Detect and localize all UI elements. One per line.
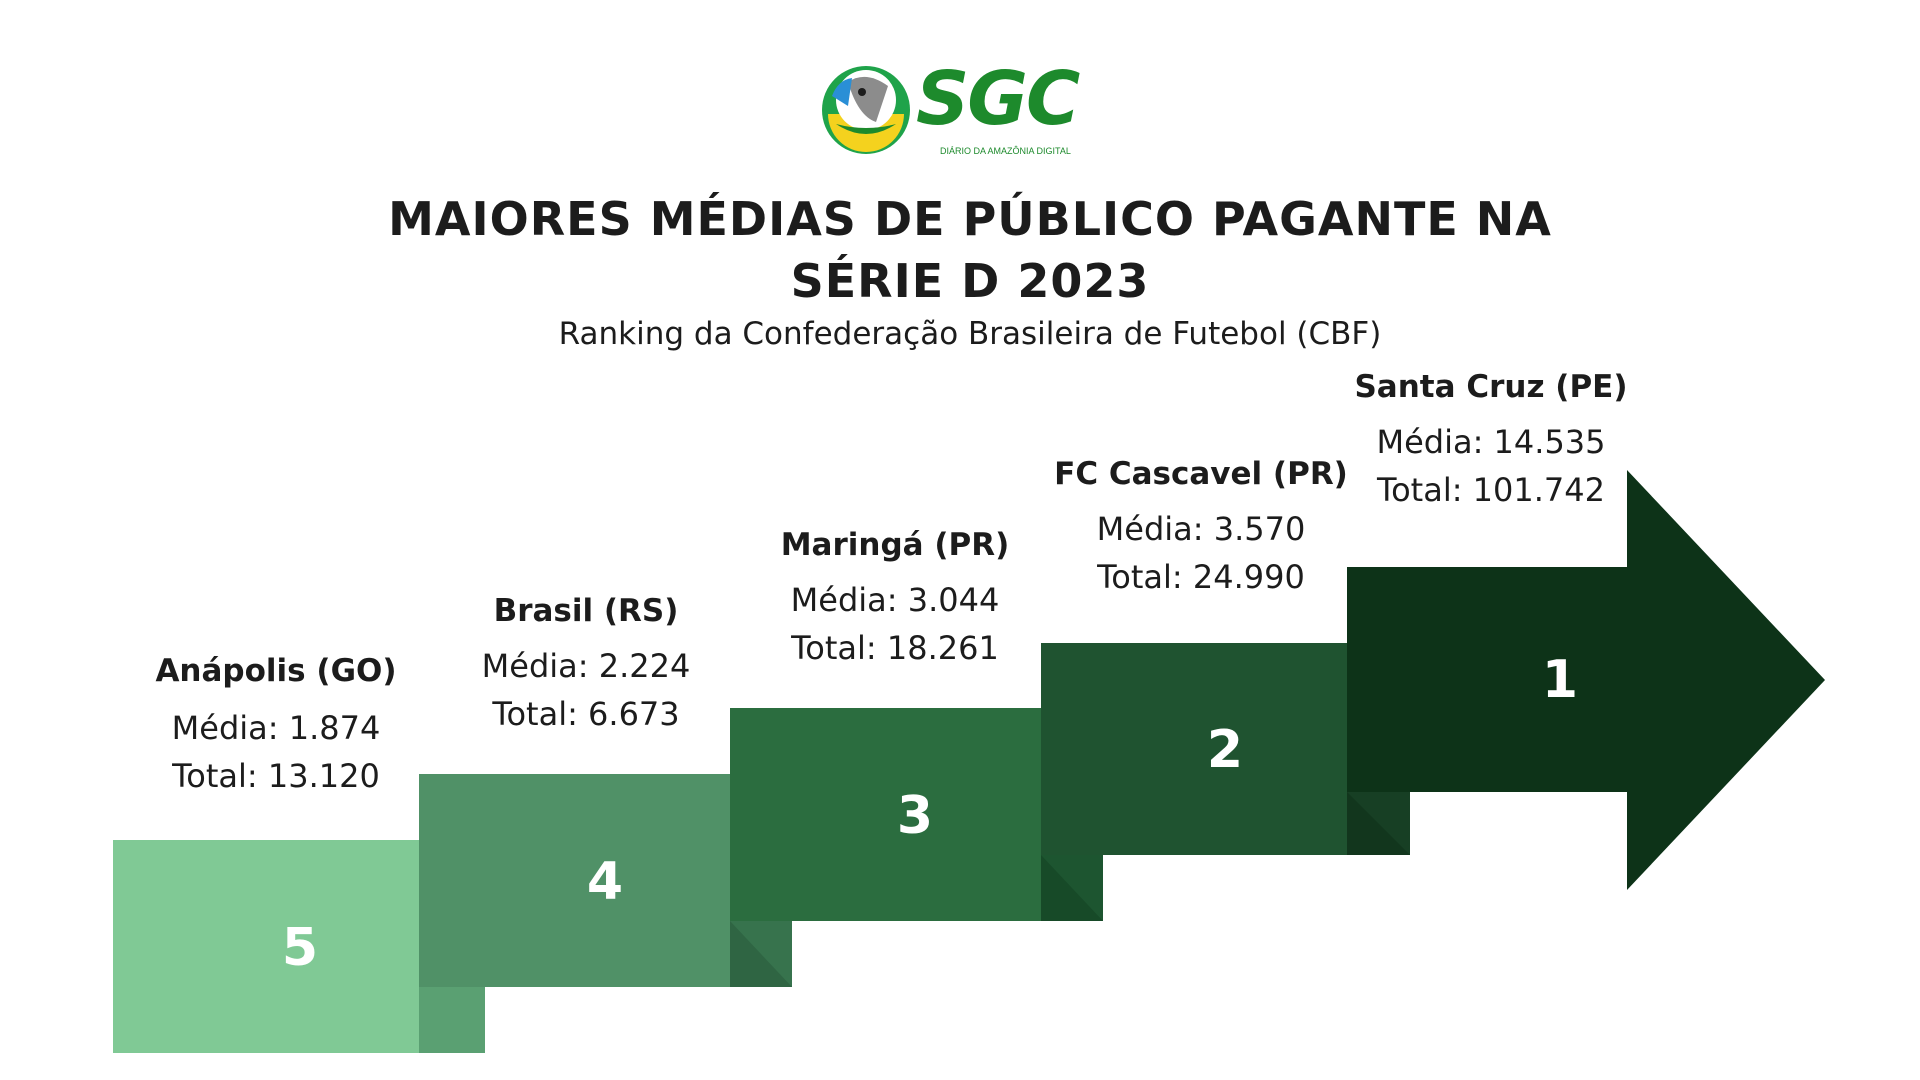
step-2-fold-tip bbox=[1347, 792, 1410, 855]
team-name: Brasil (RS) bbox=[493, 593, 679, 629]
team-media: Média: 14.535 bbox=[1376, 423, 1606, 461]
bird-emblem-icon bbox=[822, 66, 910, 154]
page-subtitle: Ranking da Confederação Brasileira de Fu… bbox=[558, 316, 1382, 352]
team-name: Maringá (PR) bbox=[780, 527, 1010, 563]
title-line-2: SÉRIE D 2023 bbox=[790, 254, 1150, 308]
logo-tagline: DIÁRIO DA AMAZÔNIA DIGITAL bbox=[940, 146, 1071, 156]
step-2-block bbox=[1041, 643, 1347, 855]
step-1-arrow bbox=[1347, 470, 1825, 890]
team-label-3: Maringá (PR) Média: 3.044 Total: 18.261 bbox=[705, 522, 1085, 672]
team-label-1: Santa Cruz (PE) Média: 14.535 Total: 101… bbox=[1301, 364, 1681, 514]
rank-number-4: 4 bbox=[586, 852, 624, 912]
step-5-block bbox=[113, 840, 419, 1053]
step-3-fold-tip bbox=[1041, 855, 1103, 921]
step-4-fold-tip bbox=[730, 921, 792, 987]
logo-text: SGC bbox=[916, 56, 1080, 142]
team-media: Média: 3.044 bbox=[790, 581, 1000, 619]
rank-number-5: 5 bbox=[281, 918, 319, 978]
team-total: Total: 101.742 bbox=[1376, 471, 1605, 509]
step-5-shadow bbox=[419, 987, 485, 1053]
step-4-block bbox=[419, 774, 730, 987]
team-media: Média: 1.874 bbox=[171, 709, 381, 747]
sgc-logo: SGC DIÁRIO DA AMAZÔNIA DIGITAL bbox=[818, 60, 1098, 165]
team-total: Total: 6.673 bbox=[492, 695, 680, 733]
team-total: Total: 18.261 bbox=[791, 629, 999, 667]
rank-number-2: 2 bbox=[1206, 720, 1244, 780]
rank-number-1: 1 bbox=[1541, 650, 1579, 710]
rank-number-3: 3 bbox=[896, 786, 934, 846]
team-total: Total: 13.120 bbox=[172, 757, 380, 795]
team-name: Anápolis (GO) bbox=[155, 653, 397, 689]
team-label-5: Anápolis (GO) Média: 1.874 Total: 13.120 bbox=[86, 648, 466, 800]
team-media: Média: 2.224 bbox=[481, 647, 691, 685]
team-label-2: FC Cascavel (PR) Média: 3.570 Total: 24.… bbox=[1011, 451, 1391, 601]
page-title: MAIORES MÉDIAS DE PÚBLICO PAGANTE NA SÉR… bbox=[0, 188, 1920, 312]
team-label-4: Brasil (RS) Média: 2.224 Total: 6.673 bbox=[396, 588, 776, 738]
team-name: FC Cascavel (PR) bbox=[1054, 456, 1348, 492]
team-total: Total: 24.990 bbox=[1097, 558, 1305, 596]
team-name: Santa Cruz (PE) bbox=[1354, 369, 1628, 405]
step-3-block bbox=[730, 708, 1041, 921]
team-media: Média: 3.570 bbox=[1096, 510, 1306, 548]
title-line-1: MAIORES MÉDIAS DE PÚBLICO PAGANTE NA bbox=[388, 192, 1552, 246]
